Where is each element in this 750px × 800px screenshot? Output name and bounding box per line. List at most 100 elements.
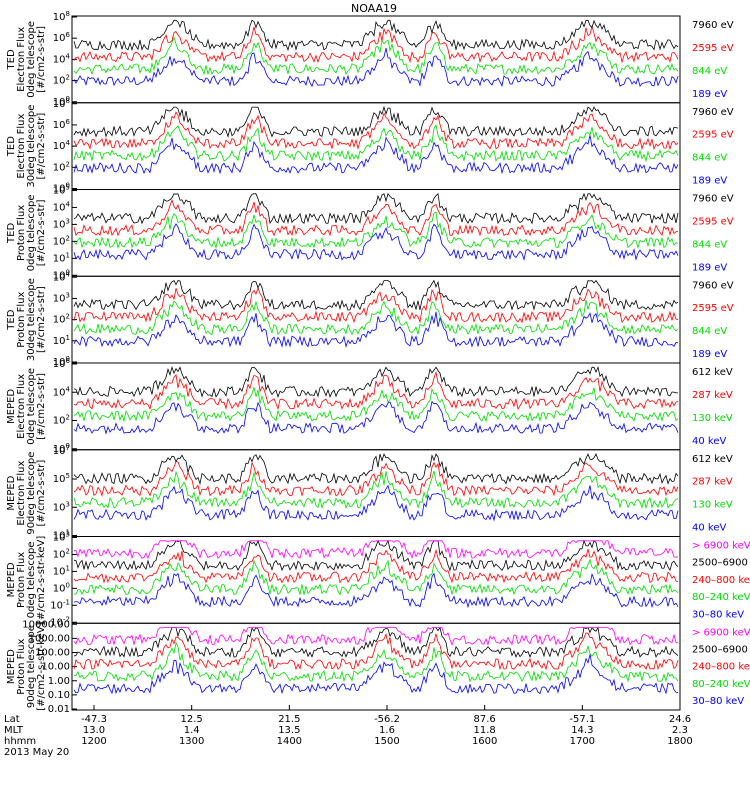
x-tick-label: 1300 — [179, 736, 204, 747]
legend-entry: 2595 eV — [692, 43, 734, 54]
y-tick-label: 102 — [53, 74, 70, 87]
y-tick-label: 104 — [53, 270, 71, 283]
y-axis-label-line: [#/cm2-s-str] — [36, 199, 47, 266]
x-tick-label: -57.1 — [569, 714, 595, 725]
series-trace — [73, 371, 679, 411]
series-trace — [73, 626, 679, 646]
y-axis-label-line: TED — [6, 136, 17, 157]
x-tick-label: 1400 — [277, 736, 302, 747]
x-tick-label: 13.5 — [278, 725, 300, 736]
x-tick-label: 87.6 — [474, 714, 496, 725]
series-trace — [73, 365, 679, 398]
y-axis-label-line: Electron Flux — [16, 374, 27, 439]
y-axis-label-line: Proton Flux — [16, 552, 27, 608]
x-tick-label: 1600 — [472, 736, 497, 747]
legend-entry: 2500–6900 — [692, 558, 748, 569]
y-tick-label: 101 — [53, 334, 70, 347]
y-axis-label-line: 30deg telescope — [26, 105, 37, 188]
x-tick-label: 1200 — [81, 736, 106, 747]
legend-entry: 189 eV — [692, 89, 727, 100]
y-axis-label-line: [#/cm2-s-str-keV] — [36, 622, 47, 710]
y-tick-label: 105 — [53, 472, 70, 485]
series-trace — [73, 387, 679, 423]
y-tick-label: 101 — [53, 564, 70, 577]
panel-frame — [71, 102, 681, 190]
series-trace — [73, 540, 679, 560]
y-axis-label-line: 90deg telescope — [26, 452, 37, 535]
y-tick-label: 102 — [53, 414, 70, 427]
panel-8: 0.01 0.10 1.00 10.00 100.00 1000.00 10000.00 ME… — [6, 619, 750, 715]
series-trace — [73, 299, 679, 336]
legend-entry: 844 eV — [692, 153, 727, 164]
series-trace — [73, 286, 679, 324]
series-trace — [73, 539, 679, 572]
y-tick-label: 10.00 — [41, 662, 70, 673]
legend-entry: 40 keV — [692, 523, 726, 534]
series-trace — [73, 192, 679, 225]
y-axis-label-line: MEPED — [6, 389, 17, 424]
y-tick-label: 10000.00 — [22, 619, 70, 630]
legend-entry: > 6900 keV — [692, 627, 750, 638]
y-tick-label: 108 — [53, 97, 70, 110]
x-tick-label: 1.4 — [184, 725, 200, 736]
panel-frame — [71, 449, 681, 537]
x-tick-label: -47.3 — [81, 714, 107, 725]
y-tick-label: 103 — [53, 531, 70, 544]
panel-frame — [71, 15, 681, 104]
y-axis-label-line: TED — [6, 309, 17, 330]
y-tick-label: 108 — [53, 10, 70, 23]
legend-entry: 844 eV — [692, 66, 727, 77]
legend-entry: 130 keV — [692, 413, 733, 424]
y-axis-label-line: Proton Flux — [16, 205, 27, 261]
legend-entry: 287 keV — [692, 477, 733, 488]
legend-entry: 7960 eV — [692, 107, 734, 118]
series-trace — [73, 484, 679, 522]
panel-frame — [71, 536, 681, 624]
legend-entry: 7960 eV — [692, 194, 734, 205]
legend-entry: 189 eV — [692, 262, 727, 273]
series-trace — [73, 47, 679, 88]
y-axis-label-line: [#/cm2-s-str] — [36, 373, 47, 440]
y-axis-label-line: [#/cm2-s-str] — [36, 26, 47, 93]
legend-entry: 7960 eV — [692, 280, 734, 291]
y-tick-label: 1.00 — [48, 676, 70, 687]
legend-entry: 240–800 keV — [692, 575, 750, 586]
y-tick-label: 100.00 — [35, 648, 70, 659]
y-axis-label-line: MEPED — [6, 562, 17, 597]
series-trace — [73, 111, 679, 151]
y-tick-label: 102 — [53, 313, 70, 326]
x-row-label: hhmm — [4, 736, 36, 747]
legend-entry: 80–240 keV — [692, 592, 750, 603]
x-tick-label: 1.6 — [379, 725, 395, 736]
x-tick-label: 12.5 — [181, 714, 203, 725]
y-tick-label: 0.10 — [48, 690, 70, 701]
x-tick-label: 14.3 — [571, 725, 593, 736]
series-trace — [73, 461, 679, 497]
y-axis-label-line: Electron Flux — [16, 27, 27, 92]
legend-entry: 2500–6900 — [692, 644, 748, 655]
legend-entry: 30–80 keV — [692, 609, 744, 620]
y-tick-label: 10-1 — [50, 598, 70, 611]
y-axis-label-line: [#/cm2-s-str] — [36, 113, 47, 180]
series-trace — [73, 135, 679, 175]
series-trace — [73, 123, 679, 163]
legend-entry: 30–80 keV — [692, 696, 744, 707]
series-trace — [73, 632, 679, 671]
y-tick-label: 101 — [53, 251, 70, 264]
y-axis-label-line: 90deg telescope — [26, 625, 37, 708]
legend-entry: 2595 eV — [692, 130, 734, 141]
legend-entry: 2595 eV — [692, 216, 734, 227]
y-tick-label: 107 — [53, 444, 70, 457]
x-tick-label: 24.6 — [669, 714, 691, 725]
series-trace — [73, 198, 679, 237]
series-trace — [73, 24, 679, 64]
y-tick-label: 102 — [53, 160, 70, 173]
x-row-label: MLT — [4, 725, 24, 736]
y-axis-label-line: MEPED — [6, 475, 17, 510]
